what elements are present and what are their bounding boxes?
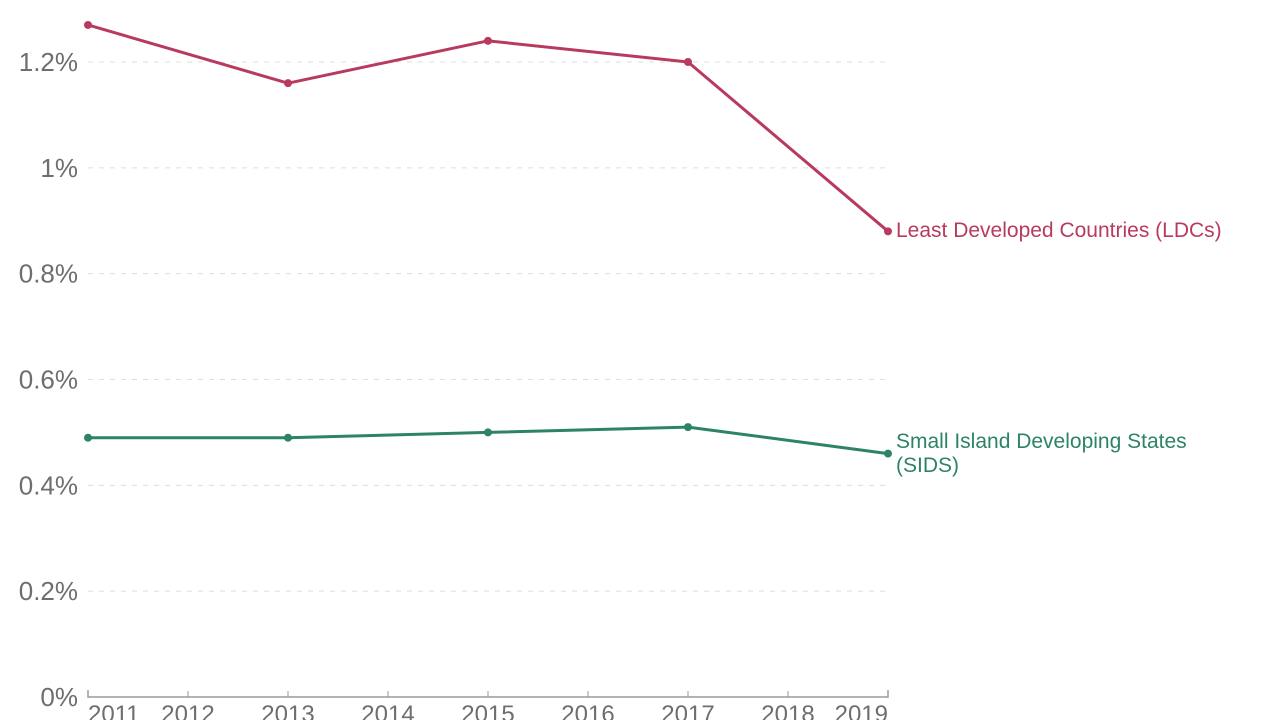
x-axis-tick-label: 2013 bbox=[261, 701, 314, 720]
y-axis-tick-label: 0.6% bbox=[19, 364, 78, 394]
y-axis-tick-label: 1.2% bbox=[19, 47, 78, 77]
data-point-small-island-developing-states-sids bbox=[684, 423, 692, 432]
data-point-least-developed-countries-ldcs bbox=[484, 36, 492, 45]
x-axis-tick-label: 2011 bbox=[88, 701, 140, 720]
y-axis-tick-label: 0% bbox=[40, 682, 78, 712]
y-axis-tick-label: 1% bbox=[40, 153, 78, 183]
x-axis-tick-label: 2014 bbox=[361, 701, 414, 720]
data-point-least-developed-countries-ldcs bbox=[684, 57, 692, 66]
x-axis-tick-label: 2012 bbox=[161, 701, 214, 720]
x-axis-tick-label: 2017 bbox=[661, 701, 714, 720]
data-point-least-developed-countries-ldcs bbox=[84, 20, 92, 29]
data-point-small-island-developing-states-sids bbox=[284, 433, 292, 442]
data-point-least-developed-countries-ldcs bbox=[284, 79, 292, 88]
data-point-small-island-developing-states-sids bbox=[84, 433, 92, 442]
data-point-small-island-developing-states-sids bbox=[484, 428, 492, 437]
x-axis-tick-label: 2015 bbox=[461, 701, 514, 720]
series-end-label-least-developed-countries-ldcs: Least Developed Countries (LDCs) bbox=[896, 219, 1222, 243]
x-axis-tick-label: 2019 bbox=[835, 701, 888, 720]
x-axis-tick-label: 2018 bbox=[761, 701, 814, 720]
series-end-label-small-island-developing-states-sids: Small Island Developing States (SIDS) bbox=[896, 429, 1187, 477]
y-axis-tick-label: 0.4% bbox=[19, 470, 78, 500]
series-line-least-developed-countries-ldcs bbox=[86, 23, 890, 233]
y-axis-tick-label: 0.2% bbox=[19, 576, 78, 606]
x-axis-tick-label: 2016 bbox=[561, 701, 614, 720]
data-point-least-developed-countries-ldcs bbox=[884, 227, 892, 236]
y-axis-tick-label: 0.8% bbox=[19, 259, 78, 289]
data-point-small-island-developing-states-sids bbox=[884, 449, 892, 458]
